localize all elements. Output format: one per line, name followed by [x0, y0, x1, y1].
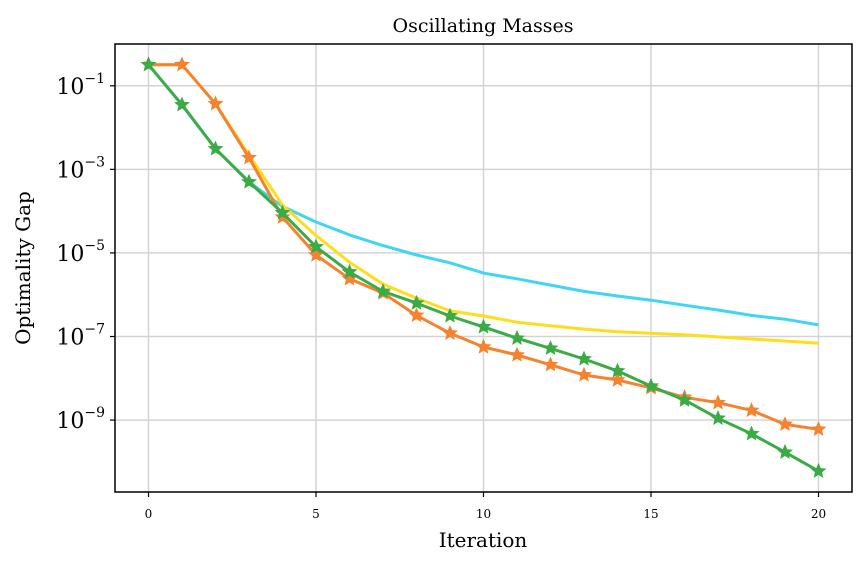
data-point [442, 324, 458, 340]
y-tick-label: 10−3 [56, 154, 105, 183]
x-tick-label: 0 [145, 507, 153, 521]
series-0 [147, 63, 819, 327]
data-point [140, 56, 157, 72]
data-point [810, 462, 827, 478]
x-tick-label: 5 [312, 507, 320, 521]
data-point [207, 140, 224, 156]
data-point [576, 350, 592, 366]
y-tick-base: 10 [56, 75, 84, 100]
data-point [710, 394, 726, 410]
y-tick-base: 10 [56, 158, 84, 183]
y-axis-label: Optimality Gap [11, 191, 35, 345]
data-point [810, 421, 827, 437]
y-tick-base: 10 [56, 409, 84, 434]
data-point [174, 96, 190, 112]
data-point [777, 443, 793, 459]
data-point [207, 95, 224, 111]
y-tick-base: 10 [56, 242, 84, 267]
data-point [408, 294, 425, 310]
y-tick-exponent: −7 [84, 322, 105, 338]
y-tick-exponent: −5 [84, 238, 105, 254]
data-point [341, 263, 358, 279]
data-point [743, 402, 760, 418]
series-line [148, 63, 819, 345]
data-point [308, 246, 324, 262]
data-point [408, 307, 425, 323]
grid [115, 44, 852, 492]
data-point [542, 340, 559, 356]
y-tick-exponent: −9 [84, 405, 105, 421]
x-tick-label: 15 [643, 507, 658, 521]
data-point [643, 377, 659, 393]
data-point [475, 338, 492, 354]
x-axis: 0 5 10 15 20 [145, 492, 826, 521]
series-3 [140, 56, 827, 478]
data-point [777, 416, 793, 432]
y-tick-exponent: −3 [84, 154, 105, 170]
data-point [509, 346, 525, 362]
chart-title: Oscillating Masses [393, 15, 574, 37]
y-tick-base: 10 [56, 326, 84, 351]
data-point [375, 283, 391, 299]
data-point [542, 356, 559, 372]
y-tick-label: 10−1 [56, 71, 105, 100]
data-point [442, 307, 458, 323]
data-point [241, 149, 257, 165]
series-line [147, 63, 819, 327]
data-point [743, 425, 760, 441]
y-tick-label: 10−9 [56, 405, 105, 434]
series-layer [140, 56, 827, 478]
series-2 [140, 56, 827, 437]
data-point [676, 391, 693, 407]
data-point [710, 410, 726, 426]
data-point [241, 173, 257, 189]
data-point [308, 238, 324, 254]
data-point [609, 362, 626, 378]
y-axis: 10−110−310−510−710−9 [56, 71, 115, 434]
data-point [274, 204, 291, 220]
x-tick-label: 20 [811, 507, 826, 521]
y-tick-label: 10−7 [56, 322, 105, 351]
data-point [475, 318, 492, 334]
y-tick-exponent: −1 [84, 71, 105, 87]
x-tick-label: 10 [476, 507, 491, 521]
data-point [509, 329, 525, 345]
x-axis-label: Iteration [439, 528, 528, 552]
data-point [576, 366, 592, 382]
data-point [609, 371, 626, 387]
data-point [174, 56, 190, 72]
series-1 [148, 63, 819, 345]
y-tick-label: 10−5 [56, 238, 105, 267]
